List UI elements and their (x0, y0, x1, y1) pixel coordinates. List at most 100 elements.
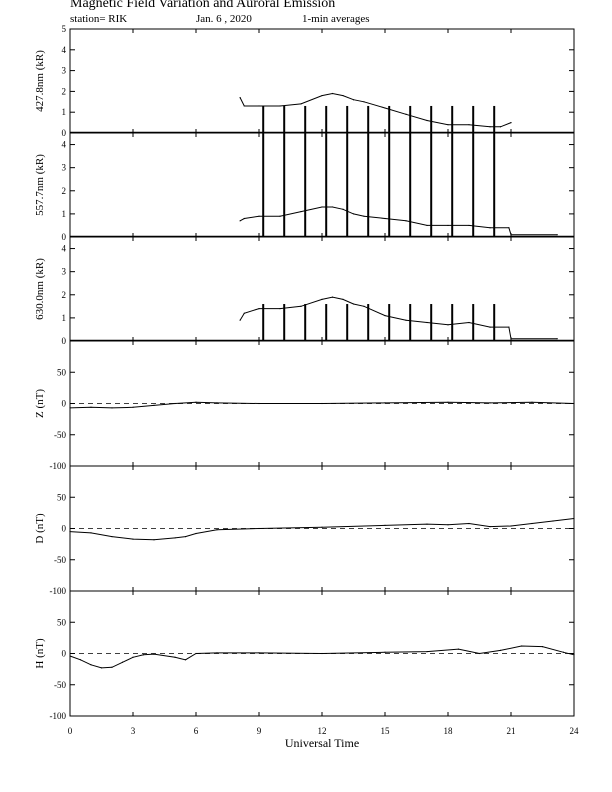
panel-5: -100 -50 0 50 H (nT) (34, 590, 575, 721)
y-tick-label: 1 (62, 209, 67, 219)
data-point (468, 124, 470, 126)
data-point (363, 305, 365, 307)
data-point (90, 532, 92, 534)
data-point (258, 652, 260, 654)
y-tick-label: 0 (62, 649, 67, 659)
y-tick-label: 0 (62, 524, 67, 534)
data-point (111, 536, 113, 538)
data-point (426, 321, 428, 324)
data-point (552, 520, 554, 522)
y-tick-label: -50 (54, 430, 66, 440)
data-point (216, 652, 218, 654)
data-point (195, 652, 197, 655)
data-point (510, 234, 512, 236)
data-point (510, 338, 512, 340)
data-point (447, 124, 449, 126)
data-point (405, 113, 407, 115)
data-point (258, 402, 260, 405)
data-point (100, 667, 103, 669)
data-point (184, 536, 187, 538)
data-point (363, 215, 365, 217)
x-tick-label: 12 (318, 726, 327, 736)
data-point (321, 526, 323, 528)
data-point (342, 94, 344, 97)
y-tick-label: 0 (62, 336, 67, 346)
y-tick-label: 3 (62, 66, 67, 76)
y-tick-label: 4 (62, 45, 67, 55)
data-point (239, 220, 241, 222)
data-point (426, 224, 428, 227)
chart-title: Magnetic Field Variation and Auroral Emi… (70, 0, 336, 11)
panel-4: -100 -50 0 50 D (nT) (34, 465, 575, 596)
data-point (531, 401, 533, 403)
y-tick-label: -50 (54, 555, 66, 565)
data-point (239, 319, 241, 321)
data-point (142, 654, 145, 656)
y-tick-label: 3 (62, 267, 67, 277)
data-point (489, 227, 491, 229)
data-point (556, 338, 558, 340)
y-tick-label: 0 (62, 399, 67, 409)
data-point (90, 406, 92, 408)
data-point (562, 651, 565, 653)
data-point (243, 105, 245, 107)
x-tick-label: 18 (444, 726, 454, 736)
y-tick-label: 5 (62, 24, 67, 34)
data-point (321, 94, 323, 97)
y-axis-label: 630.0nm (kR) (34, 258, 46, 320)
averaging-label: 1-min averages (302, 13, 370, 25)
data-point (331, 92, 334, 95)
date-label: Jan. 6 , 2020 (196, 13, 252, 25)
data-point (426, 651, 428, 653)
data-point (489, 126, 491, 128)
data-point (279, 105, 281, 107)
y-axis-label: D (nT) (34, 513, 46, 544)
y-axis-label: Z (nT) (34, 389, 46, 418)
data-point (184, 659, 187, 661)
panel-1: 0 1 2 3 4 557.7nm (kR) (34, 132, 575, 242)
data-point (174, 537, 176, 539)
y-tick-label: 2 (62, 290, 67, 300)
data-point (258, 105, 260, 107)
y-tick-label: -50 (54, 680, 66, 690)
data-point (321, 652, 323, 655)
y-tick-label: 4 (62, 244, 67, 254)
data-point (573, 654, 575, 656)
y-tick-label: 0 (62, 128, 67, 138)
data-point (258, 308, 260, 310)
y-tick-label: 4 (62, 140, 67, 150)
data-point (541, 646, 544, 648)
y-tick-label: 1 (62, 107, 67, 117)
data-point (121, 661, 124, 663)
x-tick-label: 21 (507, 726, 516, 736)
y-tick-label: 0 (62, 232, 67, 242)
data-point (384, 314, 386, 317)
y-tick-label: 50 (57, 617, 67, 627)
data-point (352, 303, 355, 305)
data-point (447, 324, 449, 326)
panel-0: 0 1 2 3 4 5 427.8nm (kR) (34, 24, 575, 138)
data-point (426, 119, 428, 122)
data-point (69, 407, 71, 409)
data-point (111, 666, 113, 668)
data-point (508, 326, 510, 328)
data-point (300, 305, 302, 307)
panel-frame (69, 28, 575, 134)
data-point (499, 126, 502, 128)
data-point (239, 97, 241, 99)
data-point (69, 531, 71, 533)
y-tick-label: 50 (57, 367, 67, 377)
station-label: station= RIK (70, 13, 128, 25)
x-tick-label: 24 (570, 726, 580, 736)
panel-frame (69, 132, 575, 238)
y-tick-label: -100 (50, 586, 67, 596)
data-point (342, 208, 344, 210)
data-point (243, 217, 245, 220)
data-point (468, 224, 470, 227)
data-point (556, 234, 558, 236)
data-point (216, 402, 218, 404)
y-tick-label: 1 (62, 313, 67, 323)
data-point (300, 210, 302, 213)
x-tick-label: 6 (194, 726, 199, 736)
data-point (489, 326, 491, 328)
